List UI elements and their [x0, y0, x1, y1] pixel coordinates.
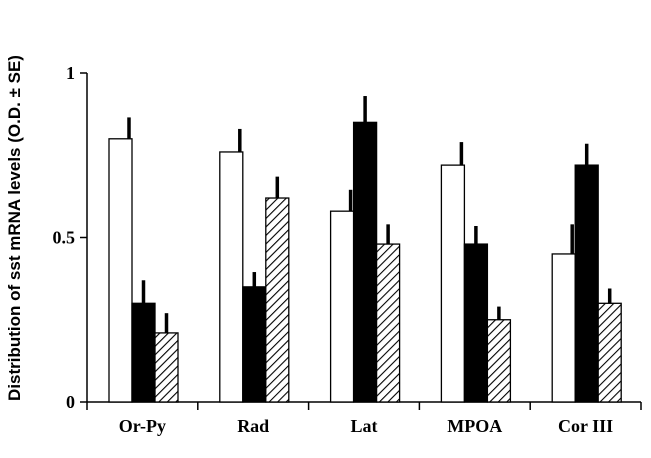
y-tick-label: 0: [66, 392, 75, 412]
x-tick-label: Or-Py: [119, 416, 166, 436]
x-tick-label: Lat: [351, 416, 378, 436]
bar: [131, 302, 156, 403]
bar: [108, 138, 133, 403]
y-tick-label: 0.5: [53, 228, 76, 248]
y-axis-title-group: Distribution of sst mRNA levels (O.D. ± …: [5, 55, 24, 401]
bar: [154, 332, 179, 403]
bars: [108, 96, 622, 403]
y-tick-label: 1: [66, 63, 75, 83]
bar: [597, 302, 622, 403]
y-axis-title: Distribution of sst mRNA levels (O.D. ± …: [5, 55, 24, 401]
bar: [242, 286, 267, 403]
bar: [574, 164, 599, 403]
axes: 00.51: [53, 63, 642, 412]
bar: [352, 121, 378, 403]
bar: [486, 319, 512, 403]
bar: [551, 253, 576, 403]
bar: [219, 151, 244, 403]
bar: [463, 243, 489, 403]
bar: [265, 197, 290, 403]
x-tick-label: Rad: [237, 416, 269, 436]
x-tick-label: Cor III: [558, 416, 613, 436]
category-labels: Or-Py Rad Lat MPOA Cor III: [119, 416, 613, 436]
bar: [375, 243, 401, 403]
bar: [329, 210, 355, 403]
bar: [440, 164, 466, 403]
x-tick-label: MPOA: [447, 416, 502, 436]
